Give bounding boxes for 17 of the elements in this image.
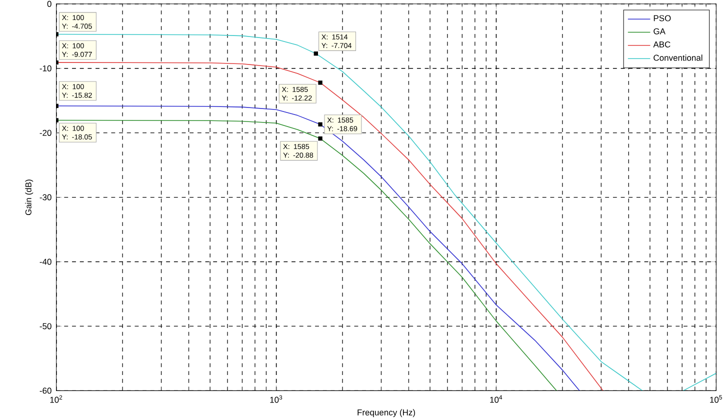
y-tick-label: -60 [40,387,52,394]
legend-label: ABC [653,41,670,48]
legend-label: GA [654,28,666,34]
legend-label: PSO [654,15,671,22]
y-tick-label: -50 [40,323,52,330]
x-axis-title: Frequency (Hz) [358,408,415,417]
y-tick-label: -30 [40,194,52,200]
y-tick-label: -10 [40,65,52,72]
x-tick-label: 10$^{5}$ [710,395,722,403]
x-tick-label: 10$^{3}$ [270,395,282,403]
y-tick-label: -40 [40,258,52,265]
x-tick-label: 10$^{4}$ [490,395,502,403]
x-tick-label: 10$^{2}$ [50,395,62,403]
y-tick-label: 0 [47,0,52,7]
legend-label: Conventional [654,54,702,61]
y-tick-label: -20 [40,130,52,136]
y-axis-title: Gain (dB) [25,179,34,215]
